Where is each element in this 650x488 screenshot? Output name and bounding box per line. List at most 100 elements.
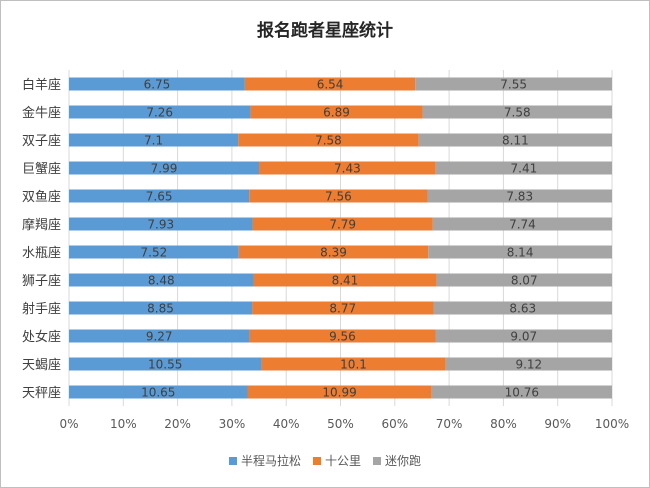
- data-label: 7.1: [144, 134, 163, 148]
- data-label: 6.89: [323, 106, 350, 120]
- category-label: 摩羯座: [22, 217, 61, 233]
- legend-label: 半程马拉松: [240, 454, 301, 468]
- bar-segment: [69, 77, 245, 91]
- data-label: 9.56: [329, 330, 356, 344]
- bar-segment: [435, 161, 612, 175]
- x-tick-label: 60%: [381, 417, 408, 431]
- data-label: 10.65: [141, 386, 175, 400]
- data-label: 7.58: [504, 106, 531, 120]
- data-label: 7.93: [147, 218, 174, 232]
- bar-segment: [261, 357, 446, 371]
- bar-segment: [418, 133, 612, 147]
- bar-segment: [249, 329, 436, 343]
- x-tick-label: 90%: [544, 417, 571, 431]
- x-tick-label: 100%: [595, 417, 629, 431]
- data-label: 8.07: [511, 274, 538, 288]
- bar-segment: [431, 385, 612, 399]
- data-label: 9.07: [510, 330, 537, 344]
- legend-item: 迷你跑: [373, 452, 421, 469]
- data-label: 9.12: [515, 358, 542, 372]
- bar-segment: [432, 217, 612, 231]
- legend-item: 十公里: [312, 452, 361, 469]
- bar-segment: [69, 273, 254, 287]
- category-label: 金牛座: [22, 105, 61, 121]
- x-tick-label: 40%: [273, 417, 300, 431]
- data-label: 7.58: [315, 134, 342, 148]
- data-label: 6.75: [144, 78, 171, 92]
- data-label: 7.79: [329, 218, 356, 232]
- bar-segment: [69, 357, 262, 371]
- legend-swatch: [228, 456, 237, 465]
- x-tick-label: 20%: [164, 417, 191, 431]
- bar-segment: [69, 217, 253, 231]
- data-label: 7.83: [506, 190, 533, 204]
- data-label: 7.56: [325, 190, 352, 204]
- bar-segment: [69, 301, 253, 315]
- bar-segment: [436, 273, 612, 287]
- chart-title: 报名跑者星座统计: [257, 21, 393, 41]
- category-label: 水瓶座: [22, 246, 61, 261]
- bar-segment: [244, 77, 416, 91]
- bar-segment: [253, 273, 437, 287]
- legend-swatch: [312, 456, 321, 465]
- data-label: 7.99: [151, 162, 178, 176]
- x-tick-label: 0%: [59, 417, 78, 431]
- category-label: 狮子座: [22, 274, 61, 289]
- x-tick-label: 50%: [327, 417, 354, 431]
- data-label: 10.1: [340, 358, 367, 372]
- data-label: 8.41: [332, 274, 359, 288]
- bar-segment: [422, 105, 612, 119]
- bar-segment: [247, 385, 432, 399]
- data-label: 7.41: [511, 162, 538, 176]
- data-label: 6.54: [317, 78, 344, 92]
- bar-segment: [69, 385, 248, 399]
- data-label: 8.85: [147, 302, 174, 316]
- bar-segment: [249, 189, 428, 203]
- data-label: 8.77: [329, 302, 356, 316]
- data-label: 10.99: [322, 386, 356, 400]
- data-label: 7.52: [141, 246, 168, 260]
- bar-segment: [252, 217, 433, 231]
- bar-segment: [69, 245, 239, 259]
- bar-segment: [69, 133, 239, 147]
- data-label: 8.39: [320, 246, 347, 260]
- bar-segment: [433, 301, 612, 315]
- data-label: 7.43: [334, 162, 361, 176]
- data-label: 7.55: [500, 78, 527, 92]
- bar-segment: [69, 329, 250, 343]
- data-label: 8.63: [509, 302, 536, 316]
- bar-segment: [69, 189, 250, 203]
- x-tick-label: 10%: [110, 417, 137, 431]
- category-label: 天秤座: [22, 386, 61, 401]
- bar-segment: [69, 105, 251, 119]
- bar-segment: [445, 357, 612, 371]
- data-label: 7.65: [146, 190, 173, 204]
- legend-swatch: [373, 456, 381, 465]
- category-label: 白羊座: [22, 77, 61, 93]
- bar-segment: [428, 245, 612, 259]
- data-label: 8.14: [507, 246, 534, 260]
- legend-item: 半程马拉松: [228, 452, 301, 469]
- data-label: 10.76: [505, 386, 539, 400]
- category-label: 双鱼座: [22, 189, 61, 205]
- bar-segment: [238, 245, 429, 259]
- x-tick-label: 70%: [436, 417, 463, 431]
- legend: 半程马拉松 十公里 迷你跑: [0, 452, 650, 469]
- data-label: 10.55: [148, 358, 182, 372]
- bar-segment: [435, 329, 612, 343]
- bar-segment: [415, 77, 612, 91]
- data-label: 8.48: [148, 274, 175, 288]
- legend-label: 迷你跑: [385, 454, 422, 468]
- bar-segment: [427, 189, 612, 203]
- bar-segment: [250, 105, 423, 119]
- bar-segment: [238, 133, 419, 147]
- category-label: 巨蟹座: [22, 162, 61, 177]
- x-tick-label: 30%: [219, 417, 246, 431]
- data-label: 7.26: [146, 106, 173, 120]
- legend-label: 十公里: [324, 454, 361, 468]
- category-label: 射手座: [22, 301, 61, 317]
- x-tick-label: 80%: [490, 417, 517, 431]
- bar-segment: [259, 161, 436, 175]
- category-label: 处女座: [22, 329, 61, 345]
